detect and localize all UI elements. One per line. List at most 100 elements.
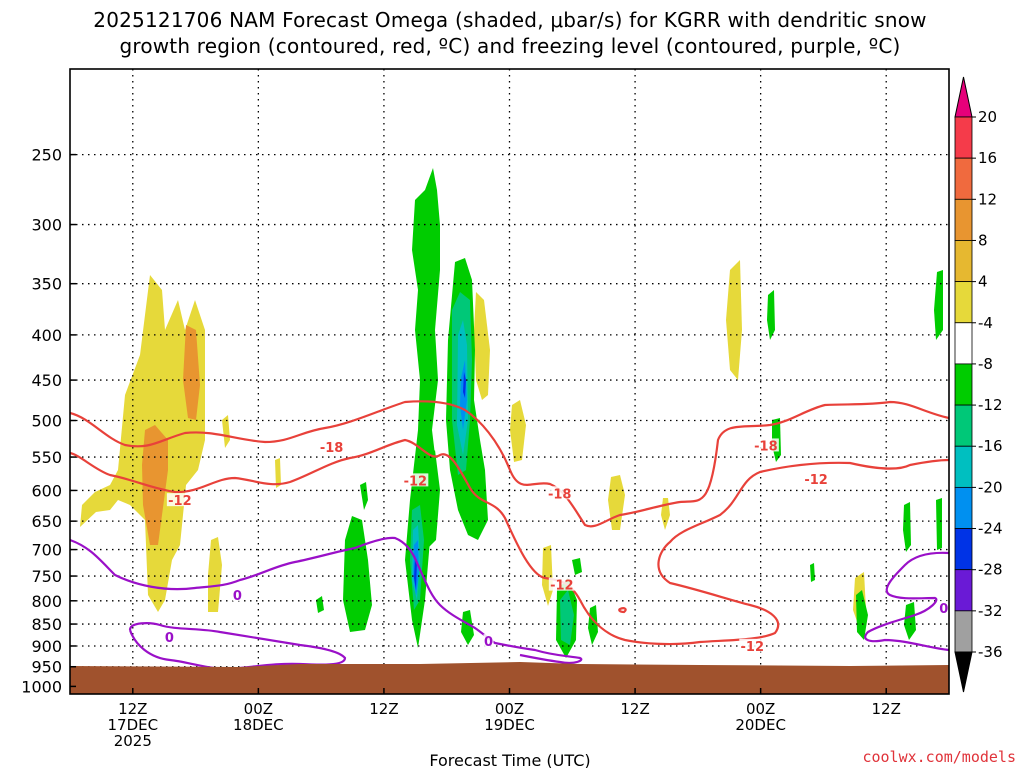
colorbar-tick-label: -20 bbox=[978, 478, 1003, 496]
chart-title-line2: growth region (contoured, red, ºC) and f… bbox=[119, 34, 900, 58]
colorbar-swatch bbox=[954, 610, 973, 653]
contour-zero-upper bbox=[70, 536, 583, 665]
contour-label: 0 bbox=[165, 631, 174, 646]
contour-label-bg bbox=[546, 486, 573, 500]
contour-label-bg bbox=[938, 600, 949, 614]
colorbar-tick-label: -16 bbox=[978, 437, 1003, 455]
contour-label-bg bbox=[166, 493, 193, 507]
contour-label: -12 bbox=[804, 473, 828, 488]
contour-label: 0 bbox=[233, 589, 242, 604]
y-tick-label: 700 bbox=[31, 541, 62, 560]
omega-positive-region bbox=[275, 458, 281, 488]
colorbar-swatch bbox=[954, 363, 973, 406]
y-tick-label: 750 bbox=[31, 567, 62, 586]
y-tick-label: 900 bbox=[31, 637, 62, 656]
colorbar-tick-label: 12 bbox=[978, 190, 997, 208]
contour-minus-12-small bbox=[618, 607, 627, 614]
contour-label: -12 bbox=[741, 640, 765, 655]
omega-positive-region bbox=[510, 400, 526, 462]
x-tick-label: 12Z bbox=[872, 700, 901, 718]
contour-label: -12 bbox=[168, 494, 192, 509]
contour-label-bg bbox=[318, 439, 345, 453]
x-tick-label: 2025 bbox=[114, 732, 152, 750]
colorbar-tick-label: 16 bbox=[978, 149, 997, 167]
y-tick-label: 800 bbox=[31, 592, 62, 611]
y-tick-label: 350 bbox=[31, 275, 62, 294]
contour-label: 0 bbox=[484, 635, 493, 650]
contour-zero-lower bbox=[128, 622, 347, 670]
x-tick-label: 17DEC bbox=[107, 716, 158, 734]
x-tick-label: 19DEC bbox=[484, 716, 535, 734]
contour-label-bg bbox=[803, 472, 830, 486]
omega-negative-region bbox=[934, 270, 943, 340]
colorbar-swatch bbox=[954, 404, 973, 447]
omega-negative-region bbox=[936, 498, 942, 550]
contour-label: -18 bbox=[548, 487, 572, 502]
omega-negative-region bbox=[588, 605, 598, 645]
x-tick-label: 12Z bbox=[620, 700, 649, 718]
omega-negative-region bbox=[360, 482, 368, 510]
colorbar-swatch bbox=[954, 240, 973, 283]
colorbar-swatch bbox=[954, 116, 973, 159]
y-tick-label: 250 bbox=[31, 146, 62, 165]
contour-label-bg bbox=[164, 630, 175, 644]
omega-negative-region bbox=[343, 516, 372, 632]
colorbar-tick-label: 8 bbox=[978, 231, 988, 249]
colorbar-tick-label: -24 bbox=[978, 520, 1003, 538]
colorbar-swatch bbox=[954, 486, 973, 529]
colorbar-swatch bbox=[954, 198, 973, 241]
omega-negative-region bbox=[316, 596, 324, 613]
omega-negative-region bbox=[461, 610, 474, 645]
contour-label-bg bbox=[402, 473, 429, 487]
contour-minus-18 bbox=[70, 400, 949, 528]
contour-labels: -18 -12 -12 -18 -12 -18 -12 -12 0 0 0 0 bbox=[164, 438, 949, 655]
colorbar-swatch bbox=[954, 528, 973, 571]
y-tick-label: 550 bbox=[31, 448, 62, 467]
colorbar-top-arrow bbox=[954, 76, 973, 118]
colorbar-tick-label: -36 bbox=[978, 643, 1003, 661]
temperature-contours bbox=[70, 400, 949, 646]
omega-negative-region bbox=[572, 558, 582, 575]
colorbar-tick-label: 4 bbox=[978, 273, 988, 291]
colorbar-tick-label: -32 bbox=[978, 602, 1003, 620]
y-axis: 250 300 350 400 450 500 550 600 650 700 750 800 850 9… bbox=[21, 146, 76, 696]
x-tick-label: 12Z bbox=[369, 700, 398, 718]
colorbar-swatch bbox=[954, 157, 973, 200]
contour-label: -12 bbox=[550, 579, 574, 594]
omega-negative-region bbox=[856, 590, 868, 640]
omega-negative-region bbox=[810, 563, 815, 582]
contour-label: -18 bbox=[754, 439, 778, 454]
y-tick-label: 650 bbox=[31, 512, 62, 531]
omega-negative-region bbox=[560, 590, 574, 645]
credit-text: coolwx.com/models bbox=[862, 748, 1016, 766]
omega-negative-region bbox=[414, 558, 417, 590]
omega-shading bbox=[80, 168, 943, 658]
y-tick-label: 450 bbox=[31, 371, 62, 390]
plot-area: -18 -12 -12 -18 -12 -18 -12 -12 0 0 0 0 bbox=[70, 69, 949, 694]
contour-label: 0 bbox=[939, 602, 948, 617]
colorbar-bottom-arrow bbox=[954, 651, 973, 693]
x-tick-label: 12Z bbox=[118, 700, 147, 718]
contour-label-bg bbox=[548, 577, 575, 591]
x-axis-label: Forecast Time (UTC) bbox=[429, 751, 590, 768]
colorbar: 20 16 12 8 4 -4 -8 -12 -16 -20 -24 -28 -32 -36 bbox=[954, 76, 1003, 693]
omega-positive-region bbox=[183, 325, 200, 420]
omega-positive-region bbox=[542, 545, 553, 606]
omega-positive-region bbox=[726, 260, 742, 380]
y-tick-label: 1000 bbox=[21, 677, 62, 696]
omega-positive-region bbox=[661, 498, 670, 530]
colorbar-tick-label: 20 bbox=[978, 108, 997, 126]
omega-negative-region bbox=[767, 290, 775, 340]
x-tick-label: 20DEC bbox=[735, 716, 786, 734]
contour-label-bg bbox=[232, 587, 243, 601]
omega-negative-region bbox=[904, 602, 916, 640]
surface-ground bbox=[70, 662, 949, 694]
x-tick-label: 00Z bbox=[244, 700, 273, 718]
contour-label: -12 bbox=[404, 474, 428, 489]
omega-negative-region bbox=[463, 372, 466, 398]
contour-minus-12 bbox=[70, 438, 949, 646]
omega-positive-region bbox=[80, 275, 205, 612]
contour-label-bg bbox=[739, 638, 766, 652]
y-tick-label: 600 bbox=[31, 481, 62, 500]
